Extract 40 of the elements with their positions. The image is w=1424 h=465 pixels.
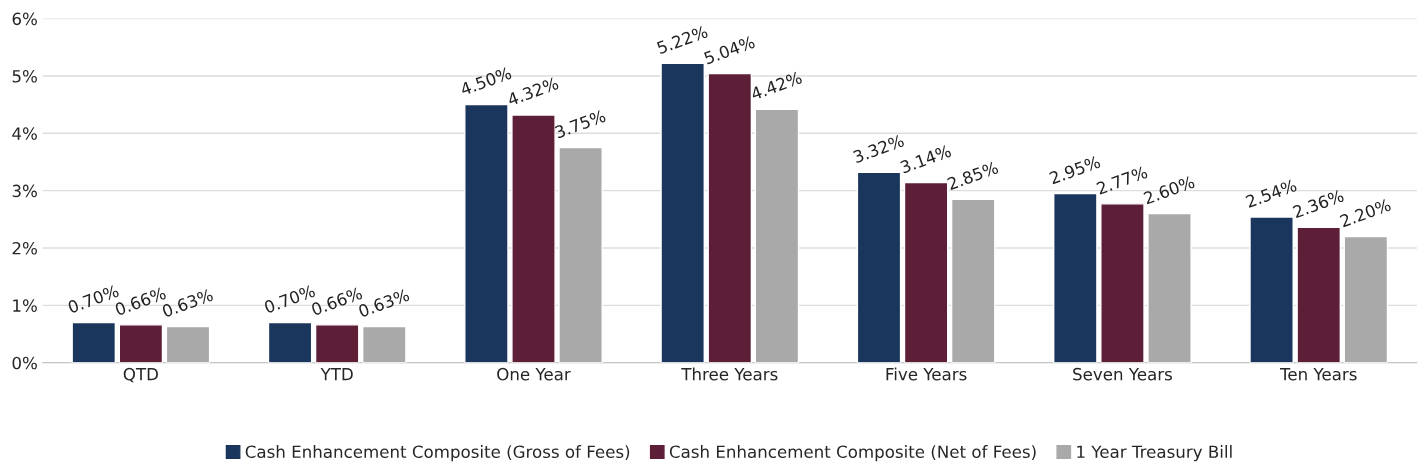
bar (464, 103, 509, 363)
bar (511, 114, 556, 363)
y-tick-label: 6% (12, 12, 37, 26)
bar (856, 171, 902, 363)
bar (71, 321, 117, 363)
bar (707, 72, 753, 363)
legend-label: Cash Enhancement Composite (Gross of Fees) (245, 445, 630, 462)
bar (314, 324, 360, 363)
y-tick-label: 2% (12, 241, 37, 255)
bar (903, 181, 949, 363)
data-label: 3.75% (554, 109, 607, 139)
legend-label: Cash Enhancement Composite (Net of Fees) (669, 445, 1036, 462)
x-tick-label: Three Years (681, 367, 778, 381)
y-tick-label: 4% (12, 127, 37, 140)
bar (1147, 212, 1192, 363)
legend-label: 1 Year Treasury Bill (1077, 445, 1232, 462)
bar (267, 321, 313, 363)
y-tick-label: 1% (13, 299, 37, 312)
bar (1343, 235, 1389, 363)
y-tick-label: 0% (12, 356, 37, 370)
bar (754, 108, 800, 363)
bar (1249, 216, 1294, 363)
bar (660, 62, 705, 363)
x-tick-label: Five Years (886, 367, 967, 381)
x-tick-label: Seven Years (1073, 367, 1172, 381)
bar (950, 198, 996, 363)
bar (362, 325, 407, 363)
y-tick-label: 3% (12, 184, 37, 198)
bar (1296, 226, 1342, 363)
bar (1100, 203, 1145, 363)
bar (165, 325, 211, 363)
x-tick-label: YTD (320, 368, 353, 381)
x-tick-label: One Year (497, 367, 571, 381)
bar (118, 324, 164, 363)
x-tick-label: Ten Years (1279, 368, 1357, 381)
bar (558, 146, 603, 363)
y-tick-label: 5% (12, 69, 37, 83)
data-label: 4.42% (750, 70, 803, 101)
x-tick-label: QTD (123, 367, 158, 383)
bar (1053, 192, 1098, 363)
